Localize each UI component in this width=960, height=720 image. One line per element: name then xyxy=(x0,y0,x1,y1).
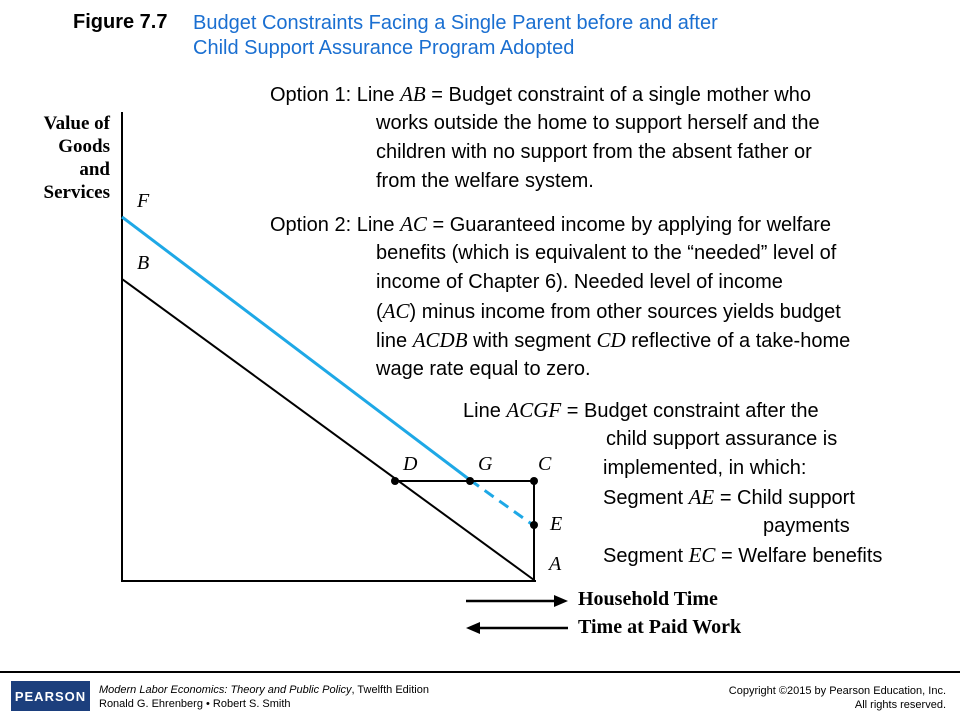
option2-line3-post: ) minus income from other sources yields… xyxy=(409,301,841,323)
acgf-line-1: child support assurance is xyxy=(606,428,838,450)
point-f-label: F xyxy=(137,190,150,212)
pearson-logo: PEARSON xyxy=(11,681,90,711)
option1-heading: Option 1: Line AB = Budget constraint of… xyxy=(270,80,811,110)
time-at-paid-work-label: Time at Paid Work xyxy=(578,616,742,638)
seg-ec-var: EC xyxy=(688,543,716,567)
option1-var-ab: AB xyxy=(400,82,426,106)
acgf-line-2: implemented, in which: xyxy=(603,457,807,479)
option2-var-ac: AC xyxy=(400,212,427,236)
line-ge-dashed xyxy=(469,478,534,527)
y-axis-label-line-4: Services xyxy=(43,182,110,203)
option2-line4-mid: with segment xyxy=(467,330,597,352)
point-g-dot xyxy=(466,477,474,485)
y-axis-label-line-1: Value of xyxy=(43,113,110,134)
line-ab xyxy=(121,278,535,581)
line-fg xyxy=(121,215,471,482)
option2-line4-pre: line xyxy=(376,330,413,352)
seg-ec-pre: Segment xyxy=(603,545,689,567)
point-b-label: B xyxy=(137,252,150,274)
paid-work-arrowhead xyxy=(466,622,480,634)
point-c-dot xyxy=(530,477,538,485)
option1-line-2: children with no support from the absent… xyxy=(376,141,812,163)
option2-line3-var: AC xyxy=(382,299,410,323)
point-e-dot xyxy=(530,521,538,529)
household-time-arrowhead xyxy=(554,595,568,607)
acgf-var: ACGF xyxy=(506,398,562,422)
seg-ae-post: = Child support xyxy=(714,487,855,509)
segment-ec-line: Segment EC = Welfare benefits xyxy=(603,541,882,571)
option2-block: Option 2: Line AC = Guaranteed income by… xyxy=(270,210,950,384)
option2-heading: Option 2: Line AC = Guaranteed income by… xyxy=(270,210,831,240)
seg-ae-var: AE xyxy=(688,485,715,509)
option1-line-3: from the welfare system. xyxy=(376,170,594,192)
point-d-label: D xyxy=(403,453,418,475)
option2-line-3: (AC) minus income from other sources yie… xyxy=(376,297,841,327)
option2-line4-post: reflective of a take-home xyxy=(625,330,851,352)
option1-block: Option 1: Line AB = Budget constraint of… xyxy=(270,80,950,196)
figure-title-line-1: Budget Constraints Facing a Single Paren… xyxy=(193,12,718,34)
option2-line-5: wage rate equal to zero. xyxy=(376,358,591,380)
book-authors: Ronald G. Ehrenberg • Robert S. Smith xyxy=(99,698,291,710)
copyright-line: Copyright ©2015 by Pearson Education, In… xyxy=(728,685,946,697)
acgf-heading: Line ACGF = Budget constraint after the xyxy=(463,396,819,426)
point-e-label: E xyxy=(550,513,563,535)
option1-line-1: works outside the home to support hersel… xyxy=(376,112,820,134)
acgf-block: Line ACGF = Budget constraint after the … xyxy=(463,396,953,576)
point-a-label: A xyxy=(549,553,562,575)
option2-line-4: line ACDB with segment CD reflective of … xyxy=(376,326,850,356)
option2-line-1: benefits (which is equivalent to the “ne… xyxy=(376,242,837,264)
point-d-dot xyxy=(391,477,399,485)
option2-head-post: = Guaranteed income by applying for welf… xyxy=(426,214,832,236)
option2-line4-var-acdb: ACDB xyxy=(412,328,468,352)
footer-divider xyxy=(0,671,960,673)
figure-title: Budget Constraints Facing a Single Paren… xyxy=(193,11,718,61)
acgf-head-pre: Line xyxy=(463,400,507,422)
segment-ae-cont: payments xyxy=(763,515,850,537)
book-edition: , Twelfth Edition xyxy=(351,684,429,696)
copyright-notice: Copyright ©2015 by Pearson Education, In… xyxy=(729,684,946,712)
acgf-head-post: = Budget constraint after the xyxy=(561,400,819,422)
y-axis-label-line-2: Goods xyxy=(58,136,110,157)
book-citation: Modern Labor Economics: Theory and Publi… xyxy=(99,683,429,711)
book-title-line: Modern Labor Economics: Theory and Publi… xyxy=(99,683,429,697)
y-axis-label: Value of Goods and Services xyxy=(14,112,110,204)
option1-head-pre: Option 1: Line xyxy=(270,84,401,106)
y-axis-label-line-3: and xyxy=(79,159,110,180)
option2-line4-var-cd: CD xyxy=(596,328,626,352)
household-time-label: Household Time xyxy=(578,588,718,610)
seg-ae-pre: Segment xyxy=(603,487,689,509)
book-title: Modern Labor Economics: Theory and Publi… xyxy=(99,684,352,696)
figure-label: Figure 7.7 xyxy=(73,11,168,33)
segment-ae-line: Segment AE = Child support xyxy=(603,483,855,513)
option1-head-post: = Budget constraint of a single mother w… xyxy=(425,84,811,106)
point-c-label: C xyxy=(538,453,552,475)
figure-title-line-2: Child Support Assurance Program Adopted xyxy=(193,37,575,59)
rights-line: All rights reserved. xyxy=(854,699,946,711)
seg-ec-post: = Welfare benefits xyxy=(715,545,883,567)
option2-line-2: income of Chapter 6). Needed level of in… xyxy=(376,271,783,293)
budget-constraint-diagram xyxy=(121,112,568,634)
option2-line3-pre: ( xyxy=(376,301,383,323)
option2-head-pre: Option 2: Line xyxy=(270,214,401,236)
point-g-label: G xyxy=(478,453,493,475)
